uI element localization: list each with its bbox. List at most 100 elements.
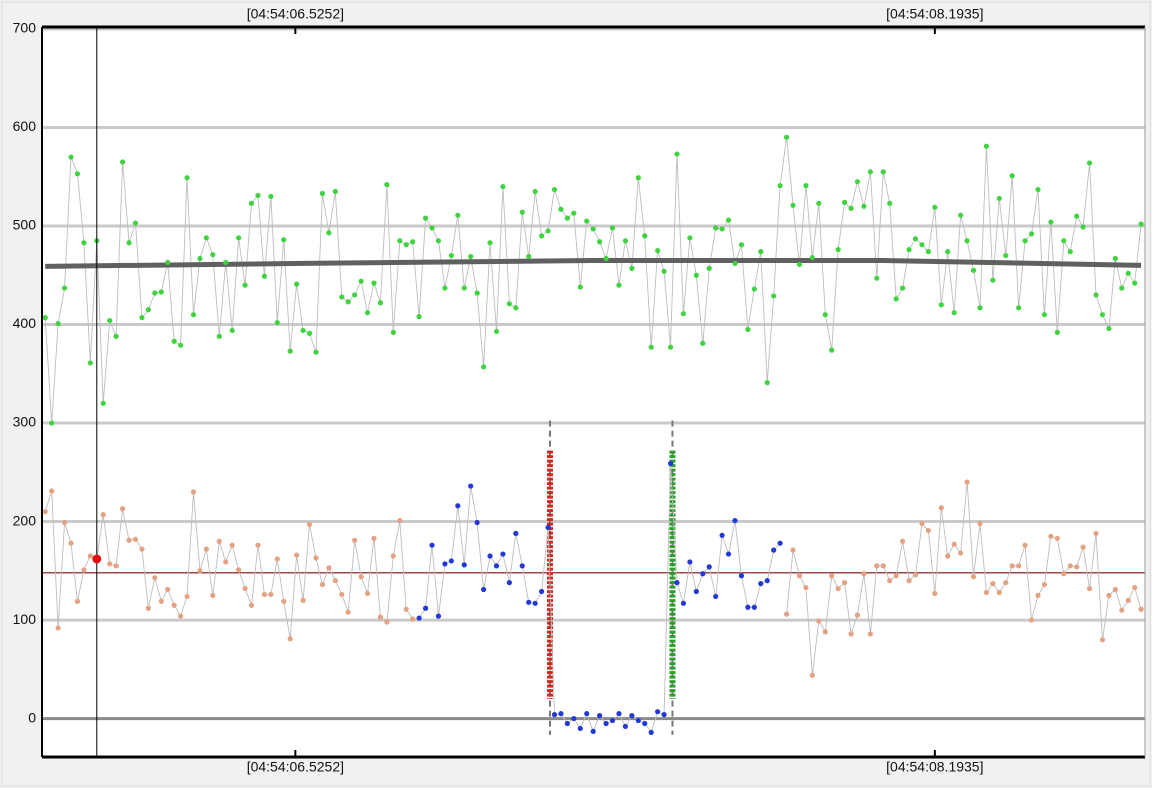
trend-line: [45, 258, 1142, 269]
data-point: [1099, 312, 1106, 318]
data-point: [190, 489, 197, 495]
data-point: [1132, 584, 1138, 591]
data-point: [1061, 571, 1067, 577]
data-point: [661, 712, 667, 718]
data-point: [197, 255, 203, 262]
data-point: [145, 605, 151, 611]
data-point: [461, 285, 467, 291]
data-point: [506, 580, 512, 586]
data-point: [513, 530, 519, 536]
data-point: [126, 240, 132, 246]
data-point: [867, 169, 873, 175]
data-point: [835, 247, 841, 253]
data-point: [990, 581, 996, 587]
data-point: [1080, 224, 1086, 230]
data-point: [590, 728, 596, 734]
data-point: [945, 553, 951, 559]
data-point: [532, 188, 538, 195]
data-point: [622, 723, 629, 730]
data-point: [410, 239, 416, 245]
data-point: [764, 380, 770, 386]
data-point: [951, 541, 957, 547]
data-point: [887, 200, 893, 206]
data-point: [487, 553, 493, 559]
data-point: [455, 212, 461, 218]
data-point: [429, 225, 435, 231]
data-point: [745, 326, 751, 333]
data-point: [152, 290, 158, 296]
data-point: [829, 347, 835, 353]
data-point: [332, 578, 338, 584]
data-point: [655, 709, 661, 715]
data-point: [319, 190, 326, 197]
data-point: [358, 574, 364, 580]
data-point: [906, 247, 912, 253]
data-point: [377, 300, 384, 306]
data-point: [422, 605, 429, 611]
data-point: [532, 600, 538, 606]
data-point: [674, 151, 680, 157]
data-point: [861, 203, 867, 209]
data-point: [223, 559, 229, 565]
data-point: [964, 238, 970, 244]
data-point: [655, 248, 661, 254]
data-point: [667, 344, 674, 350]
data-point: [390, 553, 396, 559]
data-point: [500, 551, 506, 557]
data-point: [758, 249, 764, 255]
data-point: [1003, 580, 1009, 586]
data-point: [339, 294, 345, 300]
data-point: [1093, 530, 1099, 536]
data-point: [493, 563, 500, 569]
data-point: [990, 277, 996, 283]
data-point: [352, 292, 358, 298]
data-point: [506, 301, 512, 307]
data-point: [326, 565, 332, 571]
data-point: [1112, 255, 1118, 262]
data-point: [539, 233, 545, 239]
data-point: [751, 286, 757, 292]
data-point: [358, 278, 364, 284]
data-point: [364, 590, 371, 597]
data-point: [274, 556, 280, 562]
data-point: [55, 320, 61, 327]
data-point: [745, 604, 751, 610]
data-point: [616, 282, 622, 288]
data-point: [158, 598, 164, 604]
data-point: [564, 720, 570, 727]
data-point: [996, 195, 1002, 202]
data-point: [912, 236, 919, 242]
data-point: [764, 578, 770, 584]
data-point: [165, 259, 171, 266]
data-point: [294, 281, 300, 287]
data-point: [268, 193, 274, 200]
data-point: [223, 259, 229, 266]
data-point: [248, 602, 255, 608]
data-point: [790, 547, 796, 553]
data-point: [738, 242, 745, 248]
data-point: [1093, 292, 1099, 298]
data-point: [384, 619, 390, 625]
data-point: [564, 215, 570, 221]
data-point: [287, 348, 293, 354]
data-point: [107, 317, 113, 324]
data-point: [738, 573, 745, 579]
data-point: [1003, 252, 1009, 259]
data-point: [938, 505, 944, 511]
data-point: [622, 238, 629, 244]
data-point: [255, 192, 261, 199]
data-point: [590, 226, 596, 232]
data-point: [803, 183, 809, 189]
data-point: [1035, 186, 1041, 193]
data-point: [816, 200, 822, 206]
data-point: [951, 310, 957, 316]
data-point: [100, 400, 106, 406]
data-point: [61, 285, 68, 291]
cursor-point: [92, 554, 102, 564]
data-point: [326, 230, 332, 236]
data-point: [248, 200, 255, 206]
data-point: [74, 171, 81, 177]
data-point: [313, 555, 319, 561]
data-point: [854, 179, 861, 185]
y-tick-label: 200: [13, 512, 37, 528]
